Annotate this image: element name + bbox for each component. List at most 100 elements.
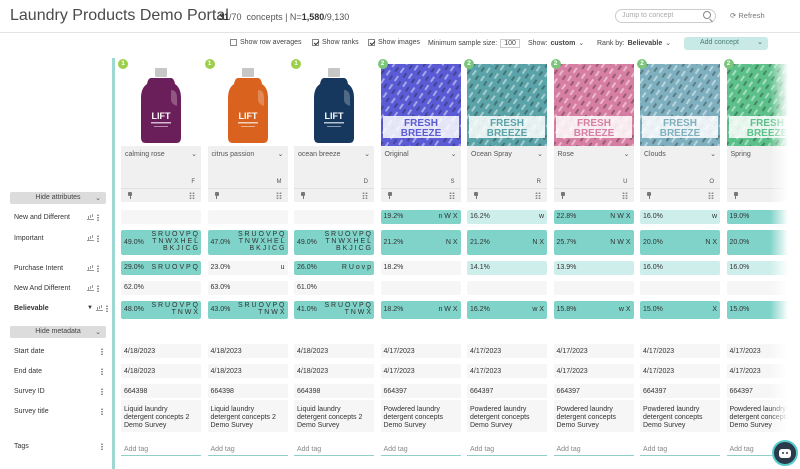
bar-chart-icon[interactable]	[87, 214, 94, 220]
rank-by-select[interactable]: Rank by: Believable ⌄	[597, 39, 672, 48]
more-options-icon[interactable]	[101, 408, 103, 415]
more-options-icon[interactable]	[97, 214, 99, 221]
attribute-cell[interactable]: 20.0% N X	[640, 230, 720, 255]
attribute-cell[interactable]: 21.2% N X	[467, 230, 547, 255]
attribute-cell[interactable]: 15.8% w X	[553, 301, 634, 319]
more-options-icon[interactable]	[101, 443, 103, 450]
attribute-cell[interactable]: 16.2% w X	[467, 301, 547, 319]
pin-icon[interactable]	[214, 192, 220, 199]
pin-icon[interactable]	[127, 192, 133, 199]
drag-handle-icon[interactable]	[362, 192, 368, 199]
pin-icon[interactable]	[300, 192, 306, 199]
concept-image[interactable]: LIFT	[294, 64, 374, 146]
attribute-cell[interactable]	[640, 281, 720, 295]
concept-name[interactable]: calming rose ⌄ F	[121, 146, 201, 188]
attribute-cell[interactable]: 29.0% S R U O V P Q	[121, 261, 201, 275]
refresh-button[interactable]: ⟳ Refresh	[730, 11, 765, 20]
attribute-cell[interactable]: 16.0%	[640, 261, 720, 275]
concept-name[interactable]: Rose ⌄ U	[553, 146, 634, 188]
concept-image[interactable]: FRESH BREEZE	[380, 64, 461, 146]
jump-to-concept-input[interactable]: Jump to concept	[615, 9, 716, 23]
attribute-cell[interactable]: 16.2% w	[467, 210, 547, 224]
pin-icon[interactable]	[733, 192, 739, 199]
chevron-down-icon[interactable]: ⌄	[450, 151, 457, 158]
more-options-icon[interactable]	[101, 348, 103, 355]
pin-icon[interactable]	[560, 192, 566, 199]
drag-handle-icon[interactable]	[621, 192, 628, 199]
attribute-cell[interactable]: 14.1%	[467, 261, 547, 275]
bar-chart-icon[interactable]	[87, 235, 94, 241]
drag-handle-icon[interactable]	[448, 192, 455, 199]
chevron-down-icon[interactable]: ⌄	[364, 151, 370, 158]
add-tag-input[interactable]: Add tag	[294, 443, 374, 456]
concept-image[interactable]: LIFT	[121, 64, 201, 146]
attribute-cell[interactable]: 18.2% n W X	[380, 301, 461, 319]
drag-handle-icon[interactable]	[535, 192, 541, 199]
attribute-cell[interactable]	[553, 281, 634, 295]
hide-metadata-button[interactable]: Hide metadata ⌄	[10, 326, 106, 338]
row-averages-toggle[interactable]: Show row averages	[230, 39, 301, 46]
attribute-cell[interactable]: 16.0% w	[640, 210, 720, 224]
add-concept-button[interactable]: Add concept ⌄	[684, 37, 768, 50]
more-options-icon[interactable]	[105, 305, 108, 312]
add-tag-input[interactable]: Add tag	[553, 443, 634, 456]
attribute-cell[interactable]: 62.0%	[121, 281, 201, 295]
attribute-cell[interactable]	[294, 210, 374, 224]
attribute-cell[interactable]	[207, 210, 288, 224]
concept-image[interactable]: LIFT	[207, 64, 288, 146]
attribute-cell[interactable]	[380, 281, 461, 295]
drag-handle-icon[interactable]	[275, 192, 282, 199]
chevron-down-icon[interactable]: ⌄	[191, 151, 197, 158]
attribute-cell[interactable]: 15.0% X	[640, 301, 720, 319]
sort-down-icon[interactable]: ▼	[87, 305, 93, 311]
more-options-icon[interactable]	[97, 265, 99, 272]
chevron-down-icon[interactable]: ⌄	[277, 151, 284, 158]
add-tag-input[interactable]: Add tag	[640, 443, 720, 456]
attribute-cell[interactable]: 49.0% S R U O V P Q T N W X H E L B K J I…	[294, 230, 374, 255]
concept-name[interactable]: Ocean Spray ⌄ R	[467, 146, 547, 188]
concept-name[interactable]: citrus passion ⌄ M	[207, 146, 288, 188]
chevron-down-icon[interactable]: ⌄	[623, 151, 630, 158]
bar-chart-icon[interactable]	[95, 305, 103, 311]
add-tag-input[interactable]: Add tag	[726, 443, 800, 456]
add-tag-input[interactable]: Add tag	[121, 443, 201, 456]
concept-image[interactable]: FRESH BREEZE	[467, 64, 547, 146]
hide-attributes-button[interactable]: Hide attributes ⌄	[10, 192, 106, 204]
bar-chart-icon[interactable]	[87, 285, 94, 291]
more-options-icon[interactable]	[101, 388, 103, 395]
attribute-cell[interactable]: 23.0% u	[207, 261, 288, 275]
chevron-down-icon[interactable]: ⌄	[710, 151, 716, 158]
images-toggle[interactable]: Show images	[368, 39, 420, 46]
attribute-cell[interactable]: 26.0% R U o v p	[294, 261, 374, 275]
add-tag-input[interactable]: Add tag	[380, 443, 461, 456]
add-tag-input[interactable]: Add tag	[467, 443, 547, 456]
attribute-cell[interactable]	[467, 281, 547, 295]
concept-image[interactable]: FRESH BREEZE	[553, 64, 634, 146]
attribute-cell[interactable]: 13.9%	[553, 261, 634, 275]
chevron-down-icon[interactable]: ⌄	[537, 151, 543, 158]
drag-handle-icon[interactable]	[708, 192, 714, 199]
more-options-icon[interactable]	[97, 235, 99, 242]
show-select[interactable]: Show: custom ⌄	[528, 39, 585, 48]
chat-assistant-button[interactable]	[772, 440, 798, 466]
pin-icon[interactable]	[473, 192, 479, 199]
concept-image[interactable]: FRESH BREEZE	[640, 64, 720, 146]
ranks-toggle[interactable]: Show ranks	[312, 39, 359, 46]
attribute-cell[interactable]: 41.0% S R U O V P Q T N W X	[294, 301, 374, 319]
attribute-cell[interactable]: 25.7% N W X	[553, 230, 634, 255]
attribute-cell[interactable]: 47.0% S R U O V P Q T N W X H E L B K J I…	[207, 230, 288, 255]
attribute-cell[interactable]: 49.0% S R U O V P Q T N W X H E L B K J I…	[121, 230, 201, 255]
concept-name[interactable]: ocean breeze ⌄ D	[294, 146, 374, 188]
attribute-cell[interactable]: 21.2% N X	[380, 230, 461, 255]
attribute-cell[interactable]: 43.0% S R U O V P Q T N W X	[207, 301, 288, 319]
pin-icon[interactable]	[646, 192, 652, 199]
more-options-icon[interactable]	[97, 285, 99, 292]
attribute-cell[interactable]: 22.8% N W X	[553, 210, 634, 224]
attribute-cell[interactable]: 63.0%	[207, 281, 288, 295]
min-sample-input[interactable]: 100	[500, 39, 520, 48]
add-tag-input[interactable]: Add tag	[207, 443, 288, 456]
attribute-cell[interactable]	[121, 210, 201, 224]
drag-handle-icon[interactable]	[189, 192, 195, 199]
attribute-cell[interactable]: 19.2% n W X	[380, 210, 461, 224]
concept-name[interactable]: Original ⌄ S	[380, 146, 461, 188]
